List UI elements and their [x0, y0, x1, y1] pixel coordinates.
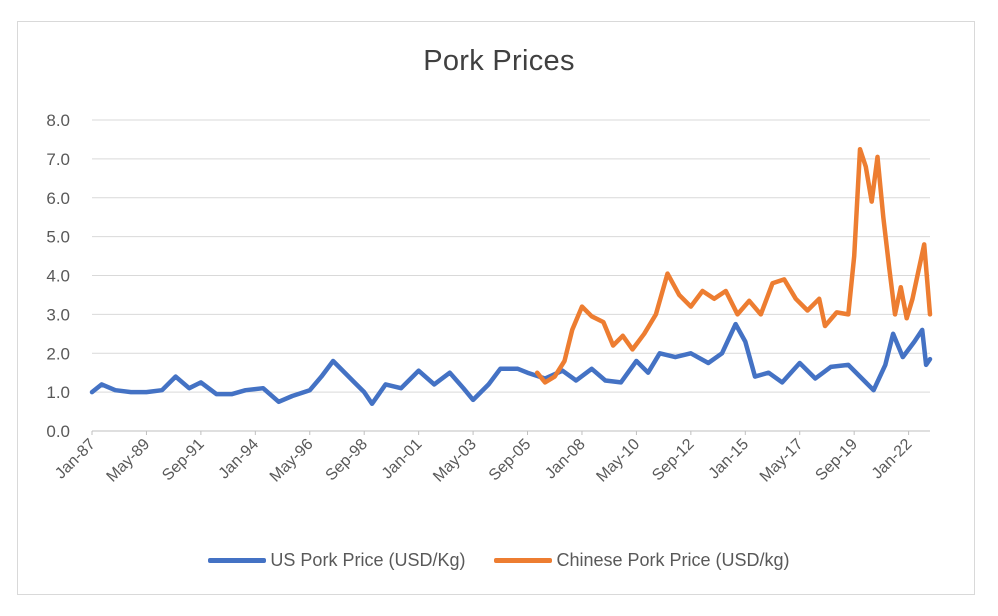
- x-tick-label: Jan-08: [542, 436, 589, 483]
- legend-label-china: Chinese Pork Price (USD/kg): [556, 550, 790, 570]
- x-tick-label: Sep-91: [159, 436, 208, 485]
- y-axis-ticks: 0.0 1.0 2.0 3.0 4.0 5.0 6.0 7.0 8.0: [46, 111, 70, 441]
- x-tick-label: Sep-98: [323, 436, 372, 485]
- legend-item-us: US Pork Price (USD/Kg): [208, 550, 465, 571]
- y-tick-label: 6.0: [46, 189, 70, 208]
- y-tick-label: 0.0: [46, 422, 70, 441]
- x-tick-label: Jan-15: [706, 436, 753, 483]
- legend-swatch-china: [494, 558, 553, 563]
- x-tick-label: Jan-94: [216, 436, 263, 483]
- legend: US Pork Price (USD/Kg) Chinese Pork Pric…: [0, 547, 998, 571]
- series-line-us: [89, 321, 933, 407]
- x-tick-label: Sep-19: [812, 436, 861, 485]
- series-lines: [89, 146, 933, 407]
- legend-swatch-us: [208, 558, 267, 563]
- y-tick-label: 5.0: [46, 228, 70, 247]
- y-tick-label: 2.0: [46, 344, 70, 363]
- y-tick-label: 8.0: [46, 111, 70, 130]
- x-tick-label: Jan-87: [52, 436, 99, 483]
- series-line-china: [534, 146, 933, 385]
- x-tick-label: May-96: [267, 436, 317, 486]
- x-tick-label: May-10: [593, 436, 643, 486]
- y-tick-label: 7.0: [46, 150, 70, 169]
- y-tick-label: 1.0: [46, 383, 70, 402]
- y-tick-label: 4.0: [46, 267, 70, 286]
- x-tick-label: Jan-22: [869, 436, 916, 483]
- x-tick-label: Sep-05: [486, 436, 535, 485]
- chart-title: Pork Prices: [423, 45, 575, 77]
- gridlines: [92, 119, 930, 432]
- x-tick-label: Sep-12: [649, 436, 698, 485]
- legend-item-china: Chinese Pork Price (USD/kg): [494, 550, 790, 571]
- chart-frame: [17, 21, 975, 595]
- x-tick-label: May-17: [757, 436, 807, 486]
- x-axis-ticks: Jan-87 May-89 Sep-91 Jan-94 May-96 Sep-98 Jan-…: [52, 431, 916, 486]
- y-tick-label: 3.0: [46, 305, 70, 324]
- x-tick-label: Jan-01: [379, 436, 426, 483]
- x-tick-label: May-03: [430, 436, 480, 486]
- x-tick-label: May-89: [104, 436, 154, 486]
- legend-label-us: US Pork Price (USD/Kg): [270, 550, 466, 570]
